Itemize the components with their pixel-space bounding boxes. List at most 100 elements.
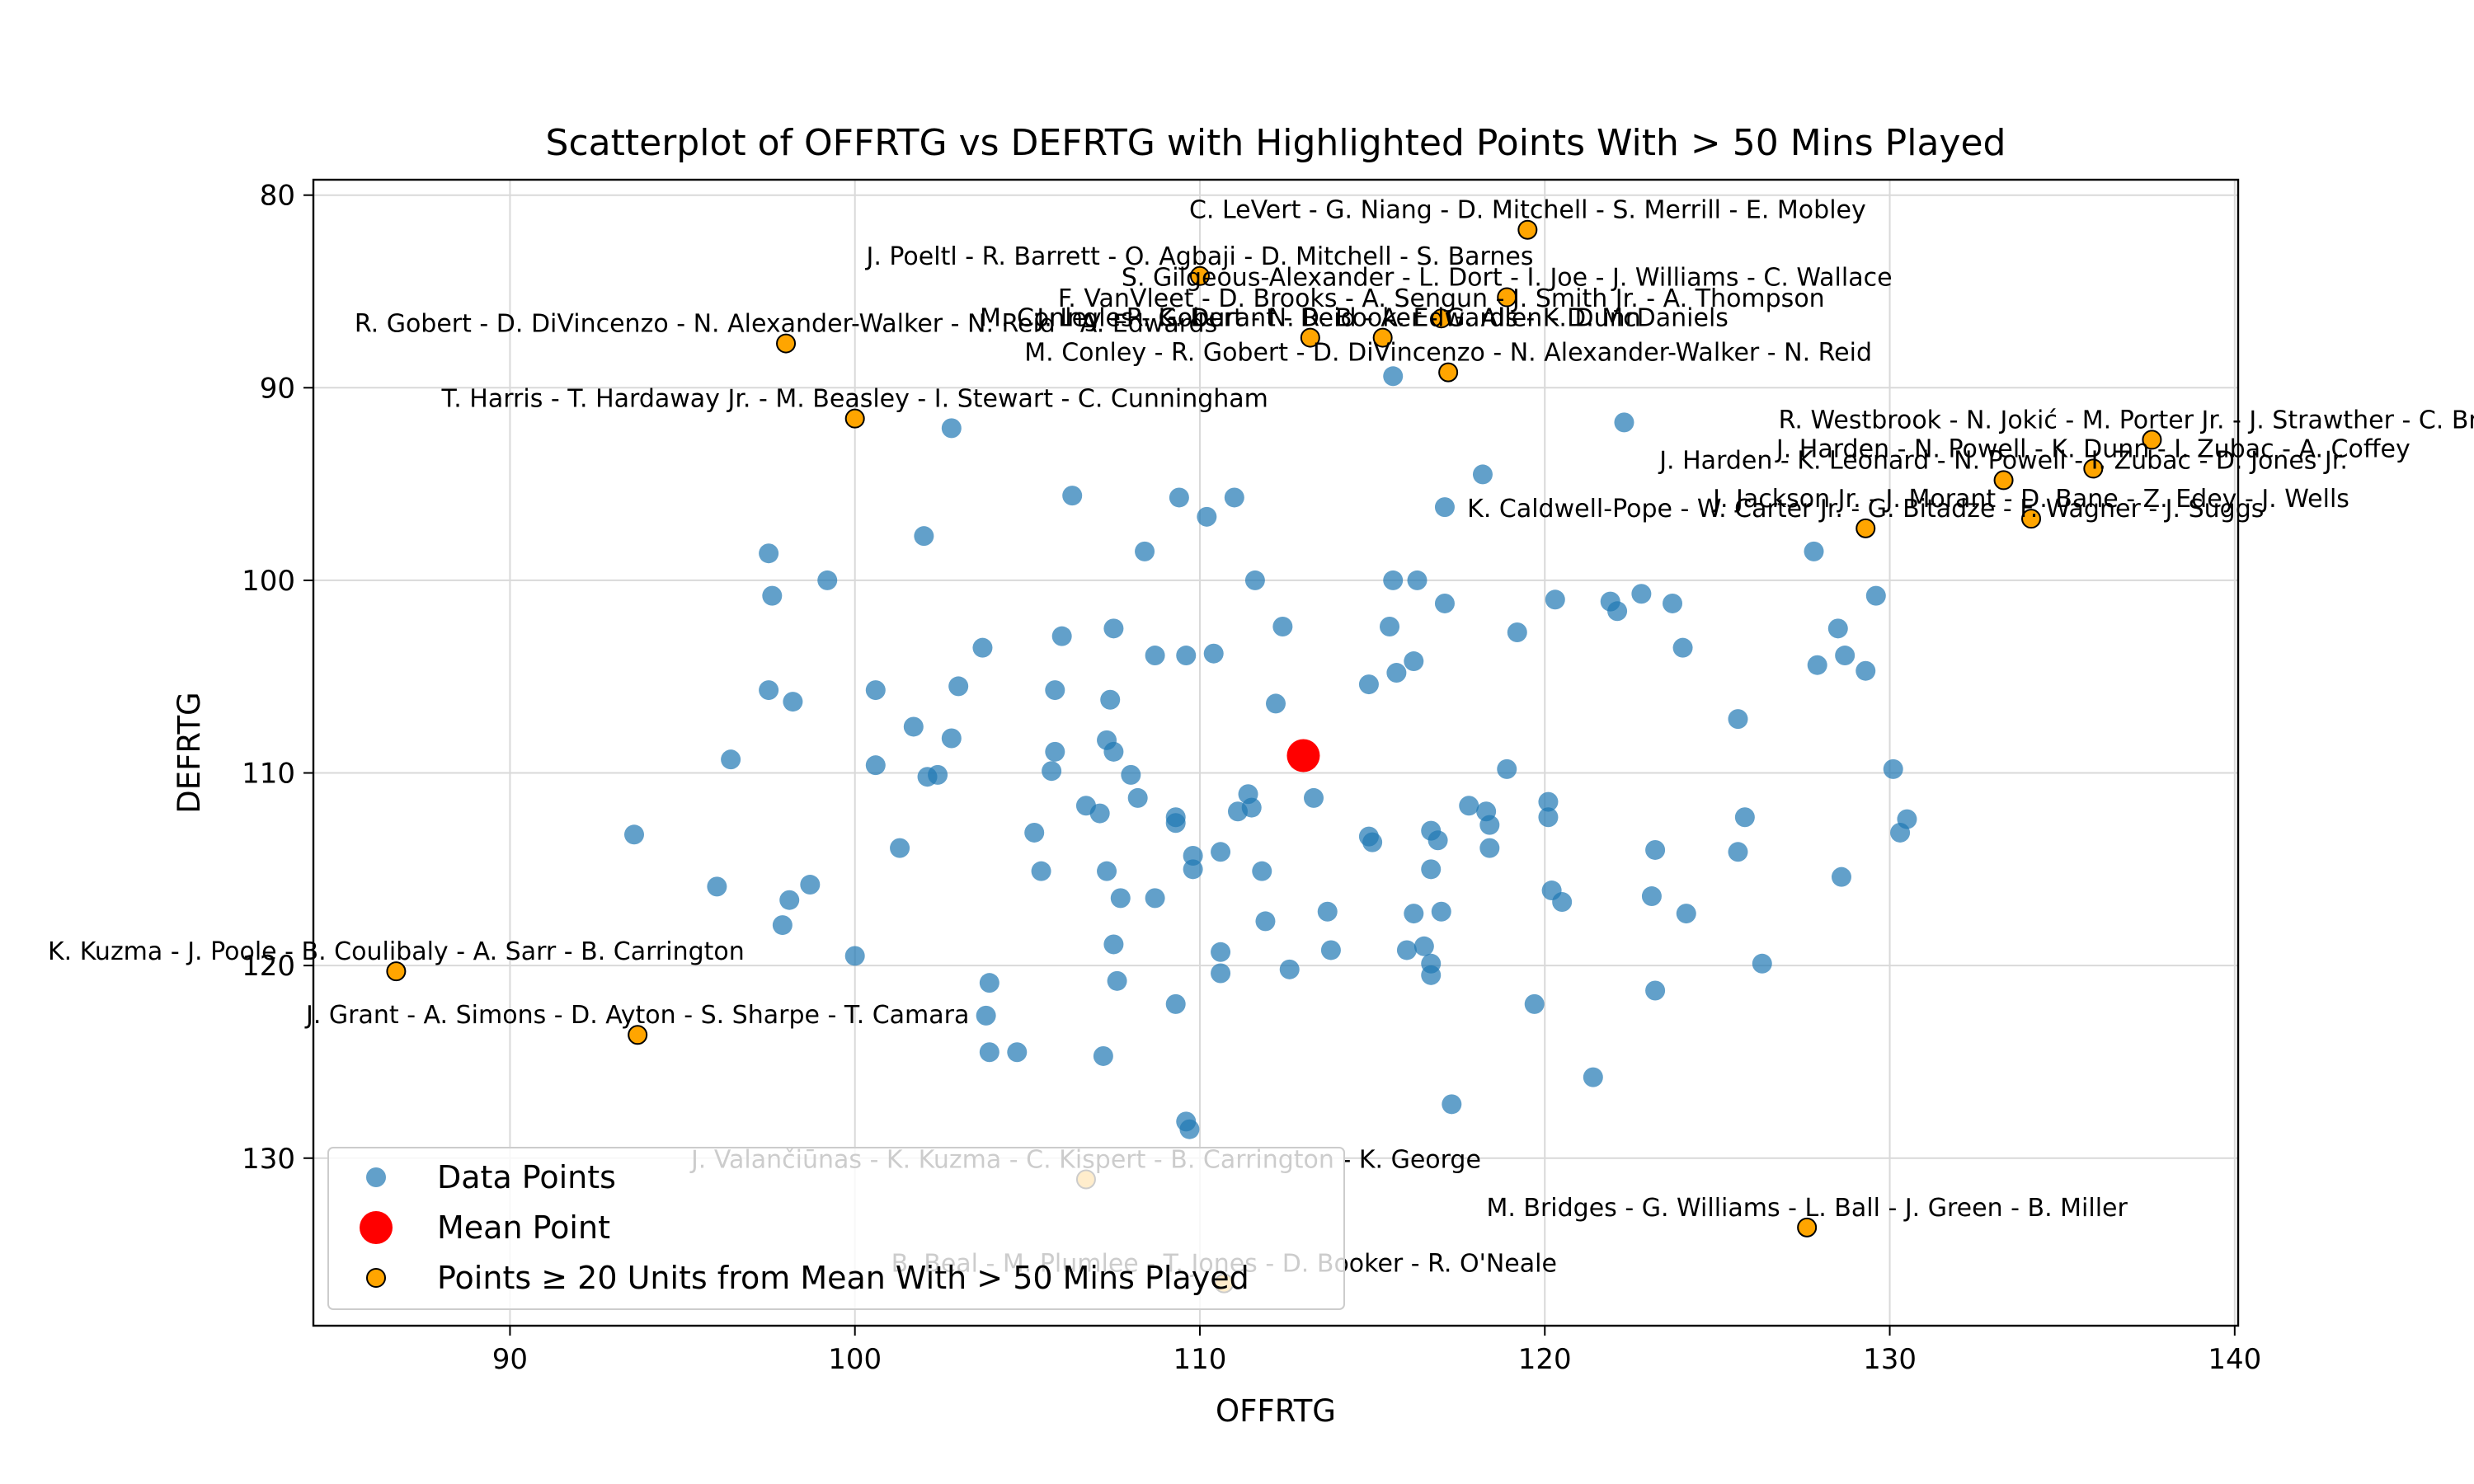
data-points-layer [624,366,1917,1139]
data-point [1127,787,1148,808]
data-point [783,692,803,712]
x-tick-label: 90 [492,1343,528,1376]
highlighted-point [1189,265,1210,286]
point-annotation: J. Jackson Jr. - J. Morant - D. Bane - Z… [1711,485,2349,514]
point-annotation: R. Westbrook - N. Jokić - M. Porter Jr. … [1779,406,2474,434]
data-point [1103,618,1124,639]
data-point [865,680,886,701]
data-point [1244,570,1265,590]
data-point [1145,646,1165,666]
data-point [1442,1094,1462,1115]
data-point [1252,861,1272,881]
data-point [865,755,886,776]
data-point [1224,487,1244,508]
annotation-layer: C. LeVert - G. Niang - D. Mitchell - S. … [48,196,2474,1279]
data-point [914,526,934,547]
data-point [759,680,779,701]
data-point [1031,861,1051,881]
data-point [1042,761,1062,782]
y-axis-label: DEFRTG [172,692,207,813]
data-point [1835,646,1856,666]
data-point [1583,1067,1603,1087]
data-point [759,543,779,564]
highlighted-point [1438,362,1459,383]
data-point [1317,901,1338,922]
legend-box [327,1147,1345,1310]
data-point [1538,807,1559,828]
data-point [1255,911,1276,932]
x-tick-label: 130 [1863,1343,1917,1376]
data-point [1211,842,1231,862]
data-point [817,570,838,590]
legend-marker-highlighted [366,1268,386,1288]
data-point [1100,689,1121,710]
data-point [772,915,793,936]
data-point [928,764,948,785]
data-point [1383,570,1404,590]
y-tick-label: 90 [260,372,295,405]
y-tick-label: 130 [242,1143,295,1176]
mean-point-layer [1286,739,1320,773]
legend-marker-mean-point [360,1211,393,1244]
data-point [1728,709,1748,730]
data-point [1897,809,1917,829]
x-tick-label: 110 [1174,1343,1227,1376]
data-point [1663,593,1683,613]
point-annotation: S. Gilgeous-Alexander - L. Dort - I. Joe… [1122,264,1893,293]
point-annotation: M. Bridges - G. Williams - L. Ball - J. … [1486,1194,2128,1223]
data-point [1676,904,1696,924]
data-point [1431,901,1451,922]
point-annotation: J. Poeltl - R. Barrett - O. Agbaji - D. … [864,242,1533,271]
data-point [1007,1042,1028,1063]
data-point [1211,942,1231,962]
legend-label-highlighted: Points ≥ 20 Units from Mean With > 50 Mi… [437,1260,1249,1296]
legend-marker-data-points [366,1167,386,1187]
data-point [1203,643,1224,664]
data-point [1358,674,1379,695]
plot-frame [312,178,2240,1327]
highlighted-point [1993,470,2014,491]
data-point [1427,830,1448,851]
data-point [979,973,999,993]
point-annotation: K. Kuzma - J. Poole - B. Coulibaly - A. … [48,937,745,966]
data-point [1734,807,1755,828]
point-annotation: J. Ingles - K. Durant - D. Booker - G. A… [1035,304,1729,333]
data-point [979,1042,999,1063]
y-tick-label: 120 [242,950,295,983]
data-point [1728,842,1748,862]
data-point [1320,940,1341,960]
point-annotation: C. LeVert - G. Niang - D. Mitchell - S. … [1189,196,1866,225]
highlighted-point [2142,430,2162,450]
chart-title: Scatterplot of OFFRTG vs DEFRTG with Hig… [546,122,2006,164]
data-point [1524,993,1545,1014]
data-point [1089,803,1110,824]
highlighted-point [1431,308,1451,329]
x-tick-label: 140 [2208,1343,2261,1376]
legend: Data Points Mean Point Points ≥ 20 Units… [327,1147,1345,1310]
data-point [941,728,962,749]
data-point [1272,616,1293,636]
highlighted-point [628,1025,648,1045]
data-point [1135,541,1155,561]
highlighted-point [1517,219,1538,240]
y-tick-label: 110 [242,758,295,791]
highlighted-point [386,961,407,982]
highlighted-point [1856,518,1876,538]
data-point [707,876,727,897]
data-point [1093,1045,1113,1066]
data-point [1179,1119,1200,1139]
data-point [1459,796,1479,816]
data-point [844,946,865,966]
highlighted-point [1797,1217,1818,1237]
x-tick-label: 100 [828,1343,882,1376]
data-point [1545,589,1565,610]
data-point [1121,764,1141,785]
data-point [903,716,924,737]
data-point [1883,758,1903,779]
data-point [1407,570,1427,590]
data-point [1045,680,1065,701]
y-tick-label: 80 [260,180,295,213]
data-point [1169,487,1189,508]
y-tick-label: 100 [242,565,295,598]
